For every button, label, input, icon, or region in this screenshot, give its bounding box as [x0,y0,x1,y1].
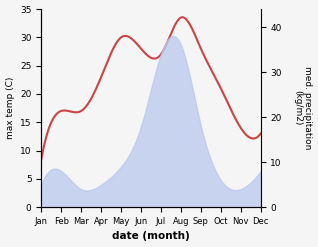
Y-axis label: max temp (C): max temp (C) [5,77,15,139]
Y-axis label: med. precipitation
(kg/m2): med. precipitation (kg/m2) [293,66,313,150]
X-axis label: date (month): date (month) [112,231,190,242]
